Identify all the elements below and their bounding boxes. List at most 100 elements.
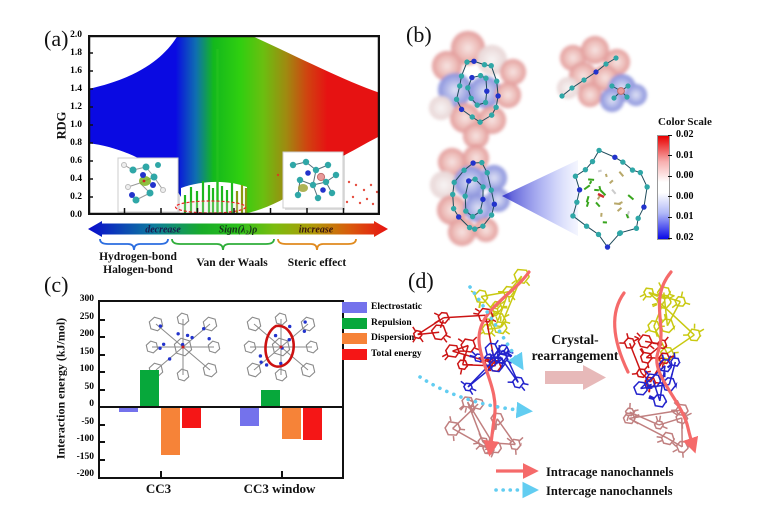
red-dashed-ellipse: [174, 200, 247, 214]
c-legend-swatch: [342, 317, 367, 329]
c-ytick-mark: [100, 353, 105, 356]
region-label-hbond-line2: Halogen-bond: [103, 264, 173, 276]
bar-electrostatic: [239, 407, 259, 427]
window-highlight-ring: [264, 324, 295, 368]
a-ytick-label: 0.2: [70, 192, 82, 202]
c-legend-label: Dispersion: [371, 333, 415, 343]
a-ytick-label: 0.8: [70, 138, 82, 148]
c-ytick-label: 200: [79, 329, 94, 339]
c-ytick-mark: [100, 441, 105, 443]
inset-molecule-right: [282, 151, 345, 210]
cc3-window-cage-inset: [243, 312, 319, 382]
color-scale-tick-label: 0.00: [676, 170, 694, 182]
intercage-channel-arrows: [418, 285, 533, 419]
c-ytick-label: -200: [76, 469, 94, 479]
c-ytick-label: 300: [79, 294, 94, 304]
esp-surfaces: [429, 31, 650, 250]
c-ytick-mark: [100, 318, 105, 321]
cage-cluster: [460, 339, 529, 396]
ionpair-molecule: [559, 55, 631, 101]
c-ytick-mark: [100, 388, 105, 391]
c-ytick-mark: [100, 458, 105, 461]
c-ytick-label: -50: [81, 416, 94, 427]
zoom-beam: [502, 160, 578, 236]
decrease-label: decrease: [145, 225, 181, 236]
c-ytick-label: -100: [76, 434, 94, 444]
cage-cluster: [622, 399, 694, 458]
color-scale-tick-label: 0.00: [676, 190, 694, 202]
rearrangement-block-arrow: [545, 365, 606, 390]
c-legend-swatch: [342, 333, 367, 344]
color-scale-tick-mark: [668, 134, 672, 136]
a-ytick-label: 0.6: [70, 156, 82, 166]
color-scale-tick-label: 0.01: [676, 211, 694, 223]
color-scale-tick-label: 0.02: [676, 232, 694, 243]
cage-cluster: [444, 396, 524, 458]
cage-cluster: [639, 281, 705, 365]
intracage-channel-arrows: [477, 270, 699, 457]
panel-d-letter: (d): [408, 268, 434, 293]
a-ytick-label: 1.8: [70, 48, 82, 58]
c-ytick-label: 250: [79, 311, 94, 322]
crystal-rearrangement-line2: rearrangement: [532, 348, 619, 363]
a-ytick-label: 1.6: [70, 66, 82, 76]
c-ytick-label: -150: [76, 451, 94, 462]
bar-chart-plot: [98, 300, 344, 479]
region-braces: [99, 238, 357, 251]
bar-dispersion: [160, 407, 180, 456]
c-legend-swatch: [342, 302, 367, 313]
color-scale-tick-mark: [668, 196, 672, 198]
sign-lambda-gradient-arrow: decrease Sign(λ₂)ρ increase: [88, 221, 388, 237]
zoomed-window-molecule: [570, 147, 650, 250]
c-legend-swatch: [342, 348, 367, 360]
cage-molecule-top: [453, 58, 501, 125]
c-ytick-label: 150: [79, 346, 94, 357]
surface-blob-cage-top: [429, 31, 526, 149]
region-label-steric: Steric effect: [287, 257, 347, 269]
plot-border: [88, 35, 380, 215]
color-scale-tick-mark: [668, 155, 672, 157]
brace-hydrogen-bond: [99, 238, 169, 251]
crystal-rearrangement-line1: Crystal-: [551, 332, 598, 347]
panel-a-letter: (a): [44, 26, 69, 51]
bar-repulsion: [139, 369, 159, 407]
brace-steric-effect: [277, 238, 357, 251]
region-label-hbond-line1: Hydrogen-bond: [99, 251, 177, 263]
intercage-legend-label: Intercage nanochannels: [546, 484, 673, 498]
crystal-rearrangement-scheme: Crystal- rearrangement Intracage nanocha…: [412, 268, 705, 499]
color-scale-tick-label: 0.02: [676, 129, 694, 140]
c-ytick-mark: [100, 371, 105, 373]
sign-lambda-label: Sign(λ₂)ρ: [219, 225, 258, 236]
bar-dispersion: [281, 407, 301, 439]
a-ytick-label: 1.0: [70, 120, 82, 130]
color-scale-tick-mark: [668, 216, 672, 218]
c-category-label: CC3 window: [243, 481, 316, 496]
cage-molecule-bottom: [450, 159, 498, 232]
rdg-plot: [88, 35, 380, 215]
c-legend-label: Total energy: [371, 348, 422, 359]
c-zero-line: [100, 406, 342, 408]
surface-blob-ionpair: [557, 36, 647, 112]
nanochannel-legend: Intracage nanochannels Intercage nanocha…: [494, 463, 674, 499]
cage-cluster: [633, 352, 681, 408]
color-scale-title: Color Scale: [658, 116, 712, 128]
bar-electrostatic: [118, 407, 138, 413]
c-category-label: CC3: [145, 481, 172, 496]
region-label-hbond: Hydrogen-bond Halogen-bond: [88, 251, 188, 277]
region-label-vdw: Van der Waals: [196, 257, 268, 269]
c-ytick-label: 100: [79, 364, 94, 374]
c-legend-label: Repulsion: [371, 317, 412, 328]
a-ytick-label: 1.4: [70, 84, 82, 94]
cc3-cage-inset: [145, 312, 221, 382]
inset-molecule-left: [117, 157, 180, 214]
a-ytick-label: 2.0: [70, 30, 82, 40]
panel-b-letter: (b): [406, 22, 432, 47]
c-ytick-label: 50: [84, 381, 95, 392]
a-ytick-label: 1.2: [70, 102, 82, 112]
color-scale-tick-label: 0.01: [676, 149, 694, 161]
bar-repulsion: [260, 389, 280, 407]
c-ytick-label: 0: [89, 399, 94, 409]
color-scale-bar: [657, 135, 670, 240]
increase-label: increase: [299, 225, 334, 236]
